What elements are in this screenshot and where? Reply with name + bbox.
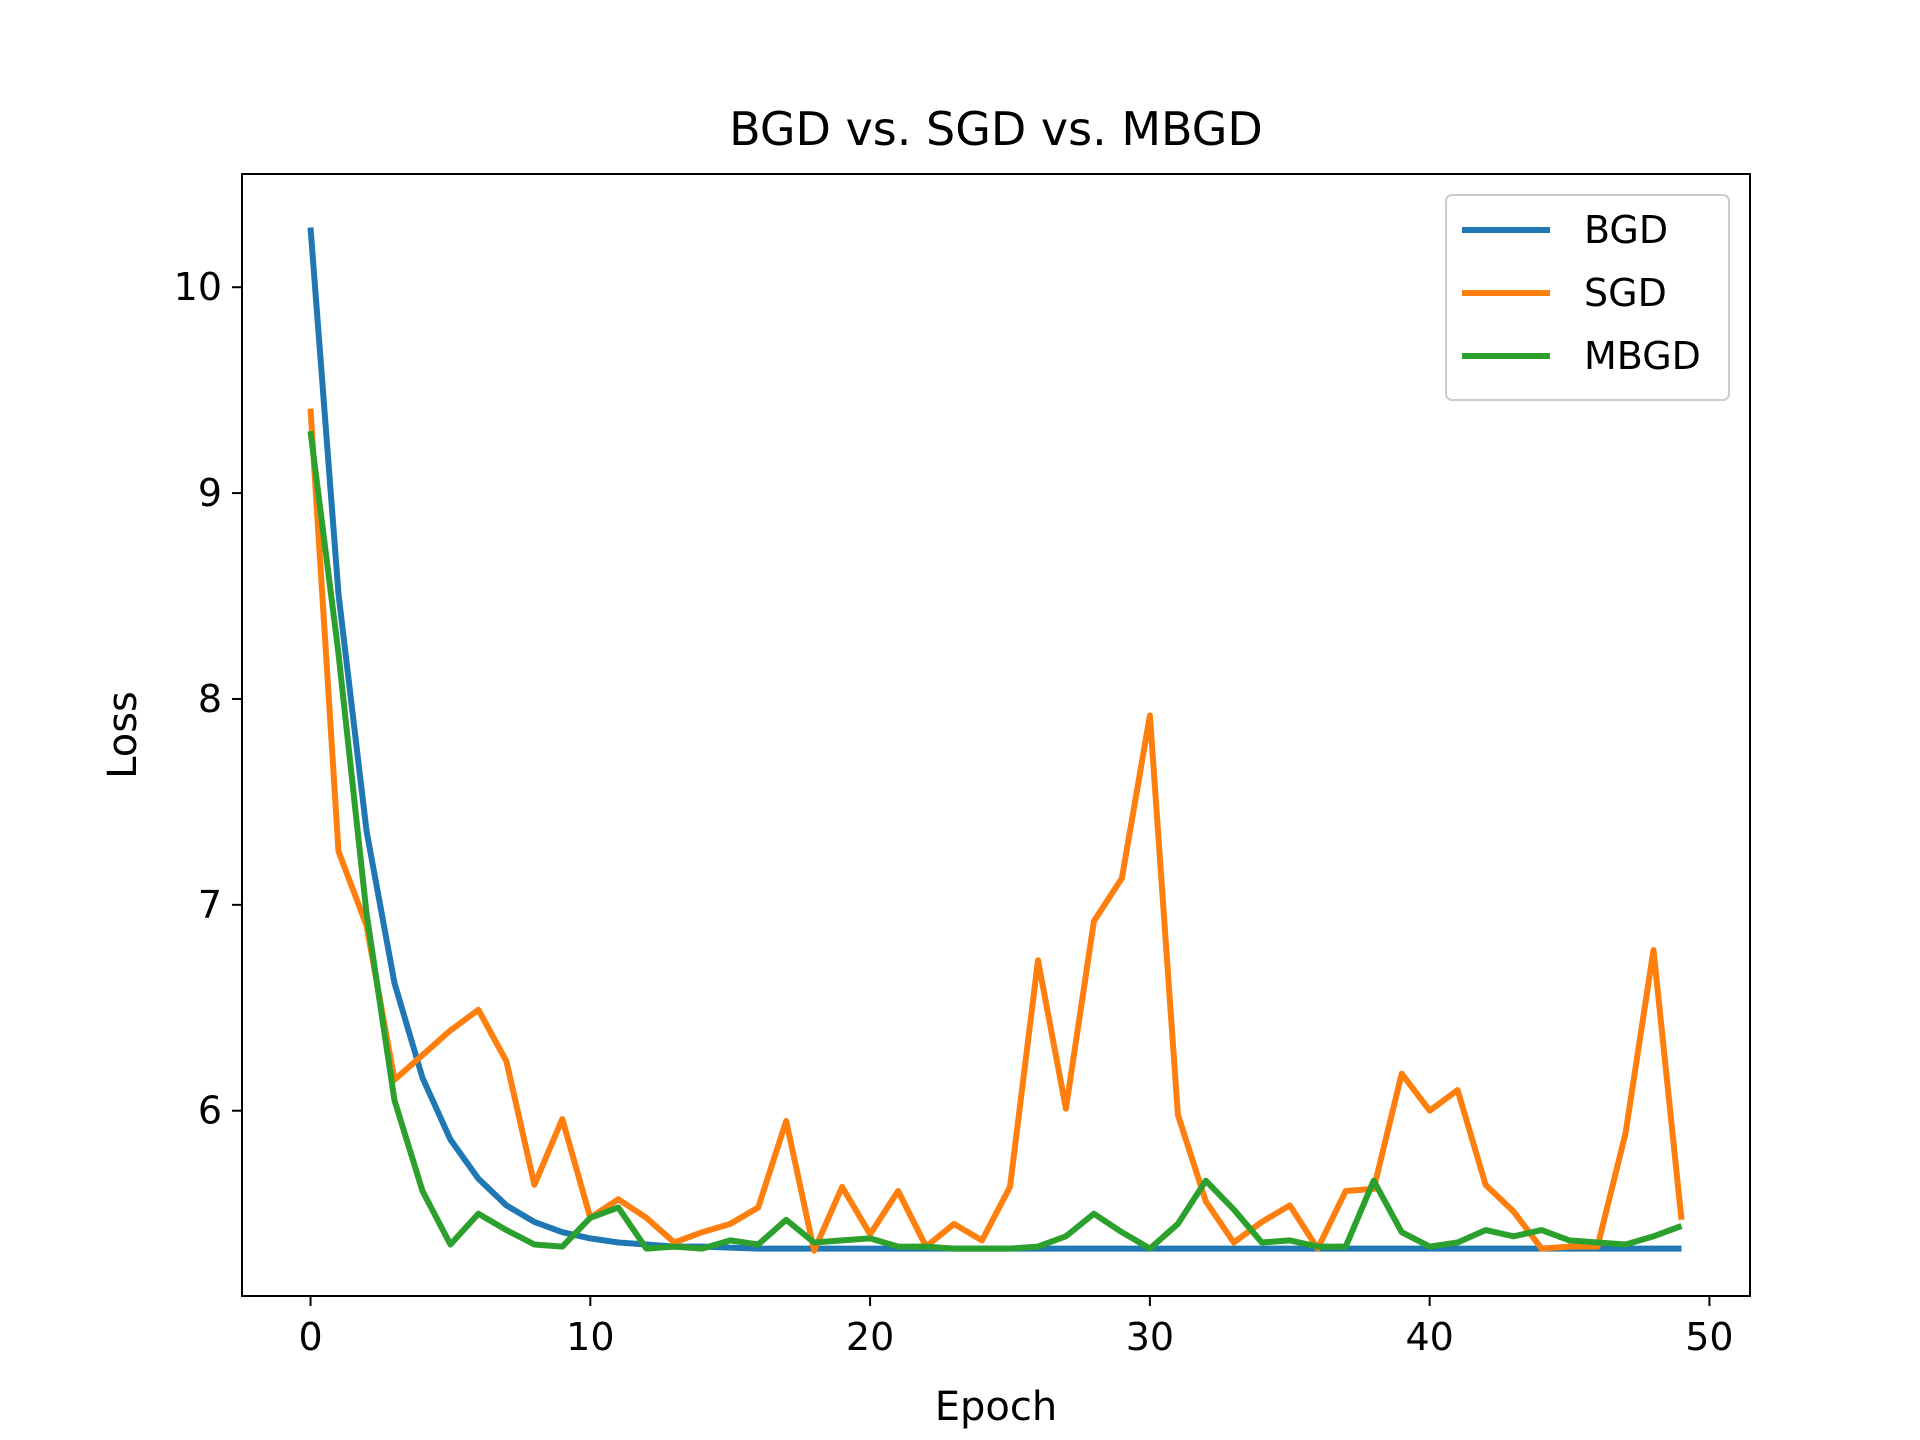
legend-label-bgd: BGD [1584, 208, 1668, 252]
y-tick-label: 9 [198, 471, 222, 515]
plot-frame [241, 173, 1751, 1297]
series-layer [307, 227, 1685, 1254]
x-tick-label: 20 [846, 1315, 894, 1359]
x-tick-label: 0 [298, 1315, 322, 1359]
legend-label-sgd: SGD [1584, 271, 1667, 315]
x-axis-label: Epoch [935, 1384, 1057, 1430]
y-tick-label: 7 [198, 883, 222, 927]
series-line-sgd [307, 408, 1685, 1254]
y-axis-label: Loss [100, 691, 146, 779]
y-tick-label: 6 [198, 1089, 222, 1133]
series-line-mbgd [307, 430, 1683, 1252]
x-tick-label: 50 [1685, 1315, 1733, 1359]
y-axis-ticks: 6 7 8 9 10 [174, 265, 242, 1133]
y-tick-label: 8 [198, 677, 222, 721]
x-tick-label: 30 [1126, 1315, 1174, 1359]
legend-items: BGD SGD MBGD [1462, 208, 1701, 378]
chart-title: BGD vs. SGD vs. MBGD [729, 102, 1263, 156]
x-tick-label: 40 [1405, 1315, 1453, 1359]
x-tick-label: 10 [566, 1315, 614, 1359]
legend-label-mbgd: MBGD [1584, 334, 1701, 378]
legend-box [1445, 194, 1730, 401]
x-axis-ticks: 0 10 20 30 40 50 [298, 1296, 1734, 1359]
y-tick-label: 10 [174, 265, 222, 309]
legend: BGD SGD MBGD [1445, 194, 1730, 401]
